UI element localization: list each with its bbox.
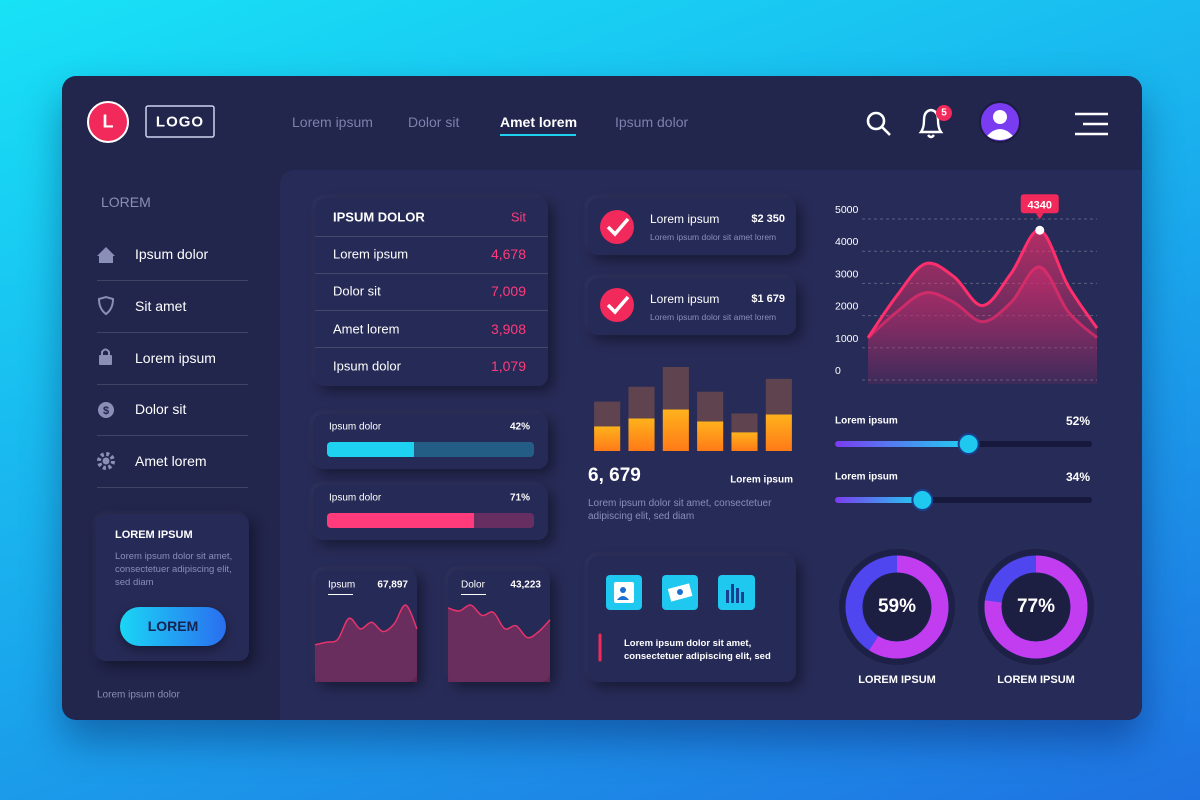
transaction-amount: $2 350 [751,213,785,225]
sidebar-item[interactable]: Ipsum dolor [135,246,209,262]
sidebar-item[interactable]: Amet lorem [135,453,207,470]
table-cell: Amet lorem [333,321,400,337]
donut-title: LOREM IPSUM [997,674,1075,686]
separator [97,331,248,333]
info-card [588,556,796,682]
mini-chart-title: Dolor [461,579,485,591]
row-separator [315,272,548,274]
transaction-title: Lorem ipsum [650,212,720,226]
sidebar-item[interactable]: Sit amet [135,297,187,314]
nav-link[interactable]: Dolor sit [408,114,460,130]
table-cell: Lorem ipsum [333,246,409,262]
transaction-amount: $1 679 [751,293,785,305]
mini-chart-total: 43,223 [510,579,541,591]
table-header: Sit [510,209,526,225]
row-separator [315,235,548,237]
nav-link[interactable]: Lorem ipsum [292,114,373,130]
title-underline [461,594,486,595]
transaction-title: Lorem ipsum [650,292,720,306]
table-cell: 1,079 [490,357,526,374]
table-cell: 3,908 [490,320,526,337]
progress-card [313,485,548,540]
progress-label: Ipsum dolor [329,492,382,504]
nav-link[interactable]: Ipsum dolor [615,114,689,130]
separator [97,383,248,385]
slider-value: 34% [1065,470,1090,484]
active-underline [500,134,576,136]
progress-fill [327,513,474,528]
progress-value: 42% [509,421,530,433]
table-cell: 7,009 [490,283,526,300]
table-card [315,198,548,386]
mini-chart-total: 67,897 [377,579,408,591]
summary-value: 6, 679 [588,465,641,486]
button-label[interactable]: LOREM [147,618,199,634]
transaction-card [588,198,796,255]
separator [97,487,248,489]
button[interactable] [120,607,226,646]
paragraph: Lorem ipsum dolor sit amet, consectetuer… [624,638,771,662]
sidebar-heading: LOREM [101,194,151,210]
row-separator [315,347,548,349]
transaction-note: Lorem ipsum dolor sit amet lorem [650,312,777,322]
nav-link[interactable]: Amet lorem [500,114,578,130]
separator [97,280,248,281]
progress-fill [327,442,414,457]
sidebar-item[interactable]: Lorem ipsum [135,349,216,366]
logo-text: LOGO [155,113,205,131]
slider-label: Lorem ipsum [835,471,898,483]
table-cell: Ipsum dolor [333,358,401,374]
slider-value: 52% [1065,414,1090,428]
footer-text: Lorem ipsum dolor [97,689,180,701]
summary-label: Lorem ipsum [730,474,793,486]
transaction-card [588,278,796,335]
table-header: IPSUM DOLOR [333,209,425,225]
sidebar-item[interactable]: Dolor sit [135,401,187,418]
paragraph: Lorem ipsum dolor sit amet, consectetuer… [588,498,772,522]
table-cell: 4,678 [490,246,526,262]
logo-letter: L [102,111,114,132]
row-separator [315,310,548,312]
donut-value: 77% [1016,596,1056,617]
title-underline [328,594,353,595]
table-cell: Dolor sit [333,283,381,299]
progress-card [313,414,548,469]
mini-chart-title: Ipsum [328,579,356,591]
paragraph: Lorem ipsum dolor sit amet, consectetuer… [115,551,233,588]
donut-title: LOREM IPSUM [858,674,936,686]
donut-value: 59% [877,596,917,617]
badge-count: 5 [941,107,947,119]
separator [97,435,248,437]
card-title: LOREM IPSUM [115,529,193,541]
progress-label: Ipsum dolor [329,421,382,433]
transaction-note: Lorem ipsum dolor sit amet lorem [650,232,777,242]
progress-value: 71% [509,492,530,504]
slider-label: Lorem ipsum [835,415,898,427]
